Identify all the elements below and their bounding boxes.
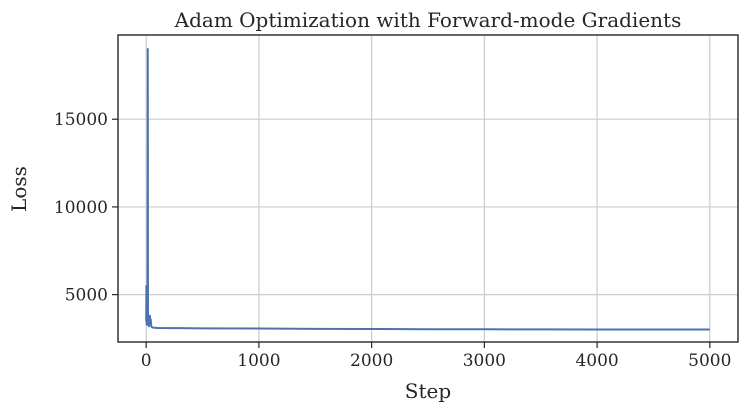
y-tick-label: 15000 [54, 110, 108, 130]
x-tick-label: 2000 [350, 351, 393, 371]
plot-frame [117, 34, 739, 343]
y-tick-label: 10000 [54, 198, 108, 218]
y-axis-label: Loss [7, 166, 31, 212]
x-tick-label: 1000 [237, 351, 280, 371]
x-axis-label: Step [405, 379, 451, 403]
x-tick-label: 4000 [575, 351, 618, 371]
axis-ticks: 0 1000 2000 3000 4000 5000 5000 10000 15000 [54, 110, 732, 371]
y-tick-label: 5000 [65, 286, 108, 306]
x-tick-label: 0 [141, 351, 152, 371]
series-layer [145, 48, 710, 331]
loss-series-line [145, 48, 710, 331]
x-tick-label: 3000 [463, 351, 506, 371]
grid-lines [118, 35, 738, 342]
chart-title: Adam Optimization with Forward-mode Grad… [174, 8, 682, 32]
x-tick-label: 5000 [688, 351, 731, 371]
